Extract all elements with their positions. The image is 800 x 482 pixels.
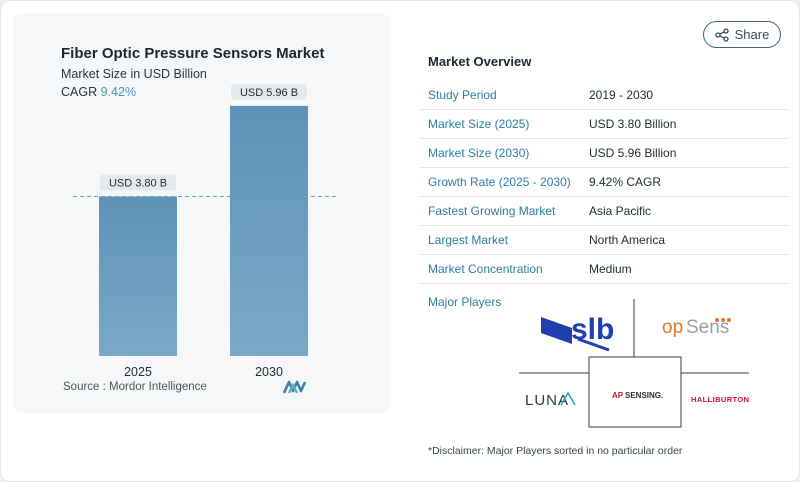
overview-row: Growth Rate (2025 - 2030) 9.42% CAGR [419, 168, 790, 197]
x-tick-label-2025: 2025 [124, 365, 152, 379]
chart-title: Fiber Optic Pressure Sensors Market [61, 45, 325, 62]
overview-row: Study Period 2019 - 2030 [419, 81, 790, 110]
chart-subtitle: Market Size in USD Billion [61, 67, 207, 81]
overview-value: Medium [589, 262, 632, 276]
bar-2030 [230, 105, 308, 357]
halliburton-logo-text: HALLIBURTON [691, 395, 749, 404]
disclaimer: *Disclaimer: Major Players sorted in no … [428, 445, 683, 457]
halliburton-logo: HALLIBURTON [691, 395, 749, 404]
overview-title: Market Overview [428, 54, 532, 69]
luna-logo-text: LUNA [525, 392, 569, 409]
overview-row: Market Size (2030) USD 5.96 Billion [419, 139, 790, 168]
bar-chart: USD 3.80 B 2025 USD 5.96 B 2030 [73, 83, 337, 379]
data-label-2030: USD 5.96 B [240, 87, 298, 99]
opsens-logo-text-a: op [662, 317, 683, 338]
cagr-label: CAGR [61, 85, 98, 99]
overview-row: Market Concentration Medium [419, 255, 790, 284]
apsensing-logo: AP SENSING. [612, 391, 663, 400]
overview-value: North America [589, 233, 666, 247]
share-icon [714, 27, 729, 42]
chart-card [13, 13, 391, 413]
overview-key: Largest Market [428, 233, 509, 247]
overview-key: Fastest Growing Market [428, 204, 556, 218]
slb-logo-text: slb [571, 313, 614, 346]
share-button[interactable]: Share [703, 21, 781, 48]
major-players-label: Major Players [428, 295, 502, 309]
overview-row: Fastest Growing Market Asia Pacific [419, 197, 790, 226]
overview-table: Study Period 2019 - 2030 Market Size (20… [419, 81, 790, 284]
overview-value: USD 5.96 Billion [589, 146, 677, 160]
overview-key: Study Period [428, 88, 497, 102]
data-label-bg [100, 174, 176, 191]
apsensing-logo-text-b: SENSING. [625, 391, 663, 400]
mordor-intelligence-logo-icon [283, 380, 307, 394]
luna-logo: LUNA [525, 391, 576, 409]
chart-cagr: CAGR 9.42% [61, 85, 136, 99]
overview-key: Market Concentration [428, 262, 543, 276]
bar-2025 [99, 196, 177, 356]
apsensing-logo-text-a: AP [612, 391, 624, 400]
overview-row: Largest Market North America [419, 226, 790, 255]
opsens-logo: op Sens [662, 317, 731, 338]
slb-logo: slb [541, 313, 614, 352]
overview-value: USD 3.80 Billion [589, 117, 677, 131]
source-text: Source : Mordor Intelligence [63, 381, 207, 393]
overview-value: 9.42% CAGR [589, 175, 662, 189]
opsens-logo-text-b: Sens [686, 317, 729, 338]
x-tick-label-2030: 2030 [255, 365, 283, 379]
overview-key: Growth Rate (2025 - 2030) [428, 175, 571, 189]
overview-key: Market Size (2030) [428, 146, 530, 160]
overview-value: 2019 - 2030 [589, 88, 654, 102]
share-label: Share [734, 27, 770, 42]
overview-row: Market Size (2025) USD 3.80 Billion [419, 110, 790, 139]
data-label-bg [231, 83, 307, 100]
cagr-value: 9.42% [100, 85, 137, 99]
overview-key: Market Size (2025) [428, 117, 530, 131]
overview-value: Asia Pacific [589, 204, 652, 218]
data-label-2025: USD 3.80 B [109, 178, 167, 190]
